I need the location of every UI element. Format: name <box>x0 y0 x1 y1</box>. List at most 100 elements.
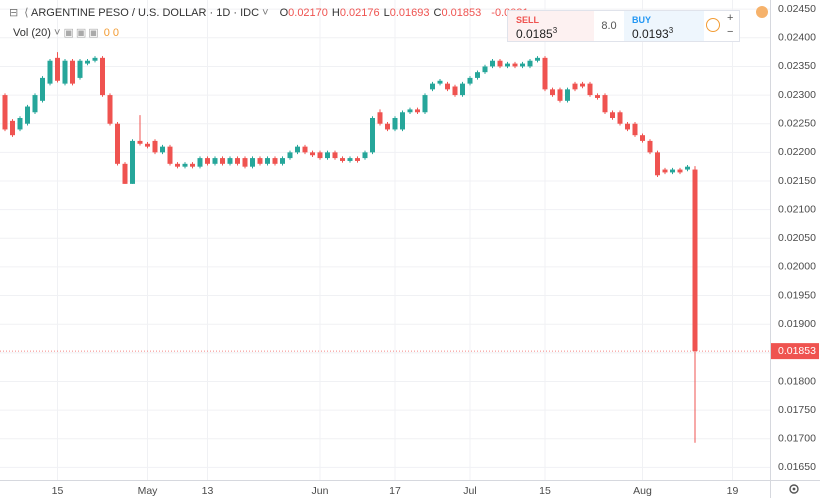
x-tick-label: 17 <box>389 485 401 497</box>
y-tick-label: 0.02050 <box>778 232 816 244</box>
buy-pip: 3 <box>668 26 674 35</box>
candle-body <box>205 158 210 164</box>
sell-label: SELL <box>516 15 540 25</box>
candle-body <box>497 60 503 67</box>
candle-body <box>445 83 450 90</box>
dropdown-icon[interactable]: ˅ <box>259 7 269 19</box>
candle-body <box>400 112 405 130</box>
y-tick-label: 0.02100 <box>778 203 816 215</box>
candle-body <box>505 63 510 67</box>
x-tick-label: May <box>138 485 159 497</box>
candle-body <box>595 95 600 98</box>
candle-body <box>467 77 473 84</box>
candle-body <box>332 152 338 159</box>
y-tick-label: 0.01950 <box>778 289 816 301</box>
candle-body <box>227 158 233 164</box>
candle-body <box>565 89 570 101</box>
candle-body <box>655 152 660 176</box>
buy-button[interactable]: BUY 0.01933 <box>624 11 704 41</box>
x-tick-label: Aug <box>633 485 652 497</box>
settings-icon[interactable] <box>789 484 799 494</box>
candle-body <box>175 163 180 167</box>
candle-body <box>617 112 623 124</box>
candle-body <box>535 57 540 61</box>
candle-body <box>32 95 38 113</box>
buy-label: BUY <box>632 15 652 25</box>
ohlc-values: O0.02170 H0.02176 L0.01693 C0.01853 <box>280 7 486 19</box>
candle-body <box>437 80 443 84</box>
candle-body <box>415 109 420 113</box>
y-tick-label: 0.01800 <box>778 375 816 387</box>
candle-body <box>625 123 630 130</box>
zoom-buttons[interactable]: + − <box>727 12 734 38</box>
info-icon[interactable] <box>704 11 726 41</box>
candle-body <box>527 60 533 67</box>
volume-buttons[interactable]: ▣▣▣ <box>63 27 101 39</box>
candle-body <box>355 158 360 161</box>
volume-label: Vol (20) <box>13 27 51 39</box>
candle-body <box>280 158 285 164</box>
candle-body <box>482 66 488 73</box>
y-tick-label: 0.02250 <box>778 118 816 130</box>
y-tick-label: 0.01900 <box>778 318 816 330</box>
candle-body <box>572 83 578 90</box>
candle-body <box>265 158 270 164</box>
candle-body <box>62 60 68 84</box>
candle-body <box>100 57 105 96</box>
sell-price-main: 0.0185 <box>516 27 553 41</box>
candle-body <box>430 83 435 90</box>
sell-price: 0.01853 <box>516 26 557 41</box>
y-tick-label: 0.01650 <box>778 461 816 473</box>
candle-body <box>392 117 398 130</box>
x-tick-label: 15 <box>539 485 551 497</box>
ohlc-key: L <box>383 7 390 19</box>
candle-body <box>107 95 113 124</box>
candle-body <box>422 95 428 113</box>
candle-body <box>70 60 75 84</box>
candle-body <box>317 152 323 159</box>
candle-body <box>287 152 293 159</box>
y-tick-label: 0.02400 <box>778 32 816 44</box>
candle-body <box>460 83 465 96</box>
y-tick-label: 0.02150 <box>778 175 816 187</box>
candle-body <box>115 123 120 164</box>
candle-body <box>347 158 353 161</box>
y-tick-label: 0.02350 <box>778 60 816 72</box>
candle-body <box>92 57 98 61</box>
alert-icon[interactable] <box>756 6 768 18</box>
candle-body <box>257 158 263 164</box>
candle-body <box>182 163 188 167</box>
candle-body <box>385 123 390 130</box>
volume-values: 0 0 <box>103 27 120 39</box>
x-tick-label: 13 <box>202 485 214 497</box>
y-tick-label: 0.02450 <box>778 3 816 15</box>
ohlc-key: C <box>433 7 442 19</box>
candle-body <box>160 146 165 153</box>
candle-body <box>677 169 683 173</box>
candle-body <box>295 146 300 153</box>
candle-body <box>137 140 143 144</box>
candle-body <box>340 158 345 161</box>
collapse-icon[interactable]: ⊟ <box>9 7 19 19</box>
last-price-label: 0.01853 <box>778 345 816 357</box>
candle-body <box>610 112 615 118</box>
ohlc-value: 0.01853 <box>441 7 482 19</box>
y-tick-label: 0.02000 <box>778 261 816 273</box>
candle-body <box>647 140 653 153</box>
candle-body <box>25 106 30 124</box>
symbol-title: ARGENTINE PESO / U.S. DOLLAR · 1D · IDC <box>31 7 260 19</box>
candle-body <box>272 158 278 164</box>
candle-body <box>152 140 158 153</box>
candle-body <box>242 158 248 167</box>
candle-body <box>520 63 525 67</box>
candle-body <box>377 112 383 124</box>
candle-body <box>2 95 8 130</box>
candle-body <box>40 77 45 101</box>
candle-body <box>407 109 413 113</box>
candle-body <box>85 60 90 64</box>
candle-body <box>587 83 593 96</box>
candle-body <box>490 60 495 67</box>
sell-button[interactable]: SELL 0.01853 <box>508 11 594 41</box>
